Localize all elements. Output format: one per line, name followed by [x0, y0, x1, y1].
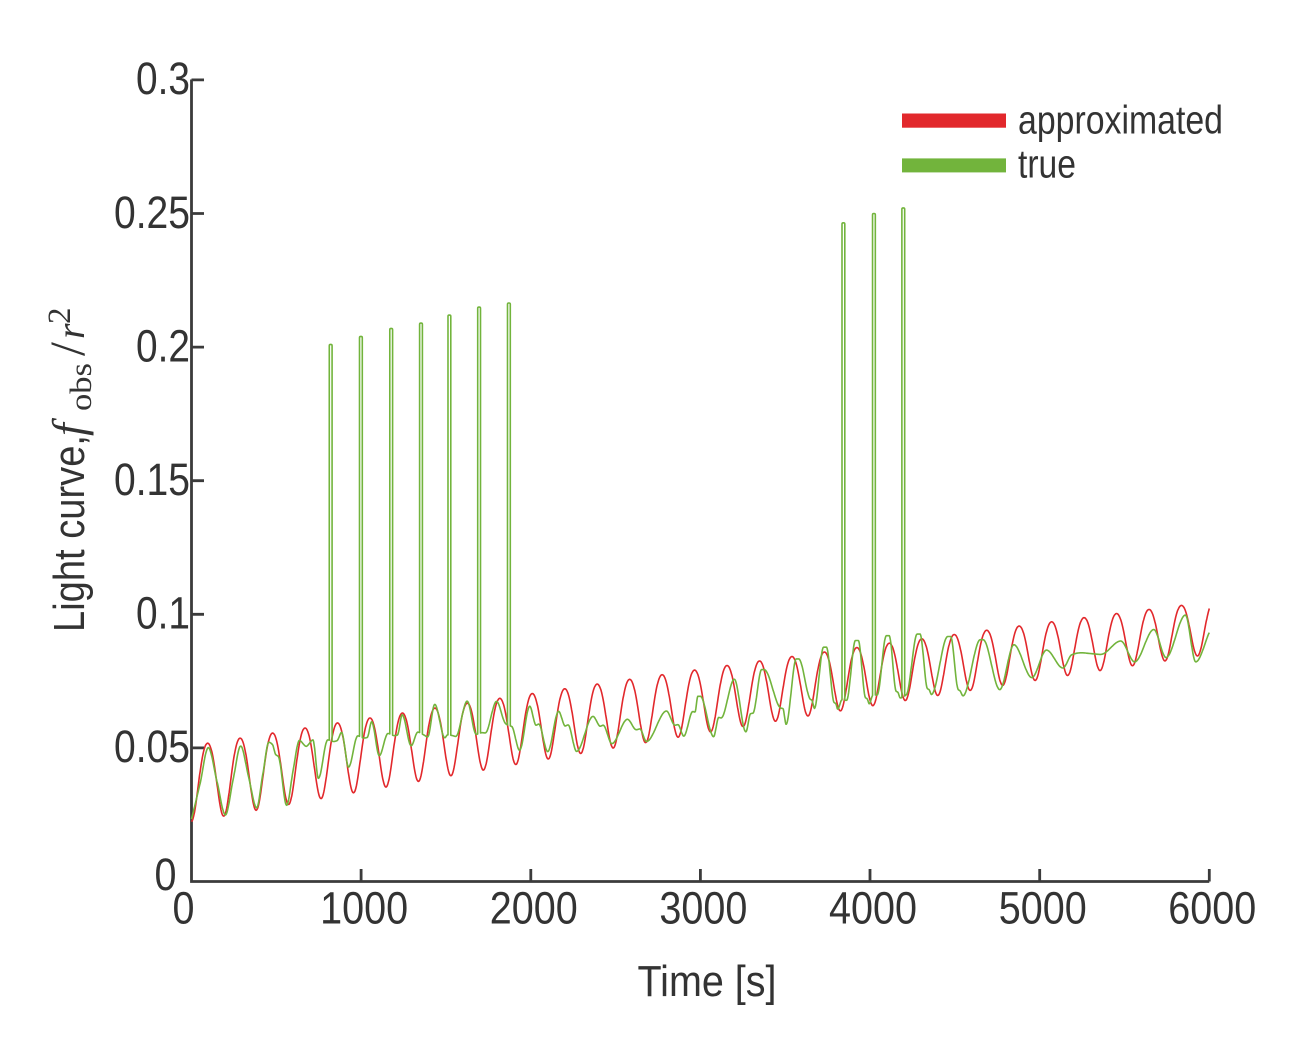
svg-text:0.25: 0.25	[114, 187, 190, 238]
svg-text:0: 0	[173, 883, 195, 934]
svg-text:4000: 4000	[829, 883, 917, 934]
svg-text:5000: 5000	[999, 883, 1087, 934]
svg-text:6000: 6000	[1168, 883, 1256, 934]
svg-text:0.3: 0.3	[136, 53, 190, 104]
svg-text:obs: obs	[63, 363, 98, 411]
svg-text:0.15: 0.15	[114, 454, 190, 505]
svg-text:1000: 1000	[320, 883, 408, 934]
svg-text:Time [s]: Time [s]	[638, 957, 777, 1006]
svg-text:0.2: 0.2	[136, 320, 190, 371]
svg-text:2000: 2000	[490, 883, 578, 934]
svg-text:0: 0	[155, 849, 177, 900]
svg-text:/: /	[39, 342, 95, 356]
svg-text:true: true	[1018, 143, 1076, 187]
svg-text:3000: 3000	[659, 883, 747, 934]
svg-text:Light curve,: Light curve,	[45, 435, 94, 632]
svg-text:0.1: 0.1	[136, 588, 190, 639]
svg-text:r: r	[48, 323, 93, 339]
svg-text:2: 2	[42, 308, 78, 325]
svg-text:0.05: 0.05	[114, 721, 190, 772]
svg-text:approximated: approximated	[1018, 99, 1223, 143]
